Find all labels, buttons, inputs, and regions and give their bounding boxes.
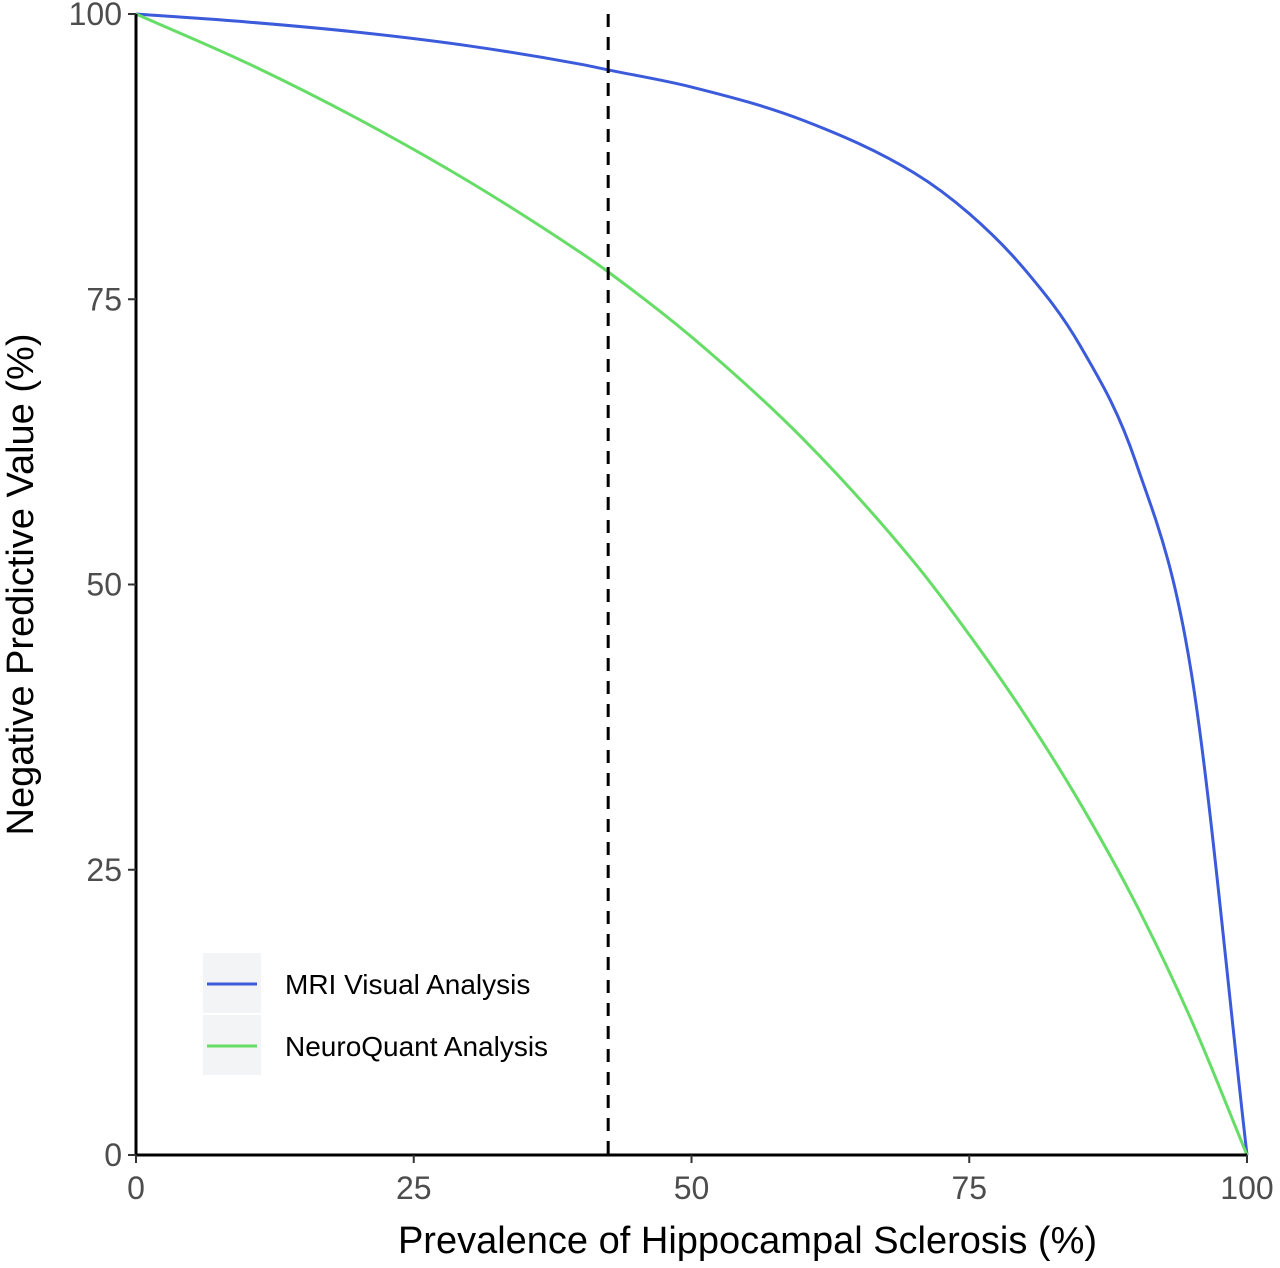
y-axis-title: Negative Predictive Value (%) bbox=[0, 334, 42, 836]
y-tick-label: 25 bbox=[86, 852, 122, 888]
legend-label: MRI Visual Analysis bbox=[285, 969, 530, 1000]
ticks: 0 25 50 75 100 0 25 50 75 100 bbox=[69, 0, 1274, 1206]
x-axis-title: Prevalence of Hippocampal Sclerosis (%) bbox=[398, 1220, 1097, 1262]
y-tick-label: 0 bbox=[104, 1137, 122, 1173]
y-tick-label: 75 bbox=[86, 281, 122, 317]
series-line-neuroquant-analysis bbox=[135, 12, 1249, 1156]
series-lines bbox=[135, 12, 1249, 1156]
y-tick-label: 100 bbox=[69, 0, 122, 32]
x-tick-label: 100 bbox=[1220, 1170, 1273, 1206]
y-tick-label: 50 bbox=[86, 567, 122, 603]
x-tick-label: 75 bbox=[951, 1170, 987, 1206]
legend-label: NeuroQuant Analysis bbox=[285, 1031, 548, 1062]
x-tick-label: 50 bbox=[674, 1170, 710, 1206]
series-line-mri-visual-analysis bbox=[135, 12, 1249, 1156]
x-tick-label: 25 bbox=[396, 1170, 432, 1206]
x-tick-label: 0 bbox=[127, 1170, 145, 1206]
legend: MRI Visual Analysis NeuroQuant Analysis bbox=[203, 953, 548, 1075]
